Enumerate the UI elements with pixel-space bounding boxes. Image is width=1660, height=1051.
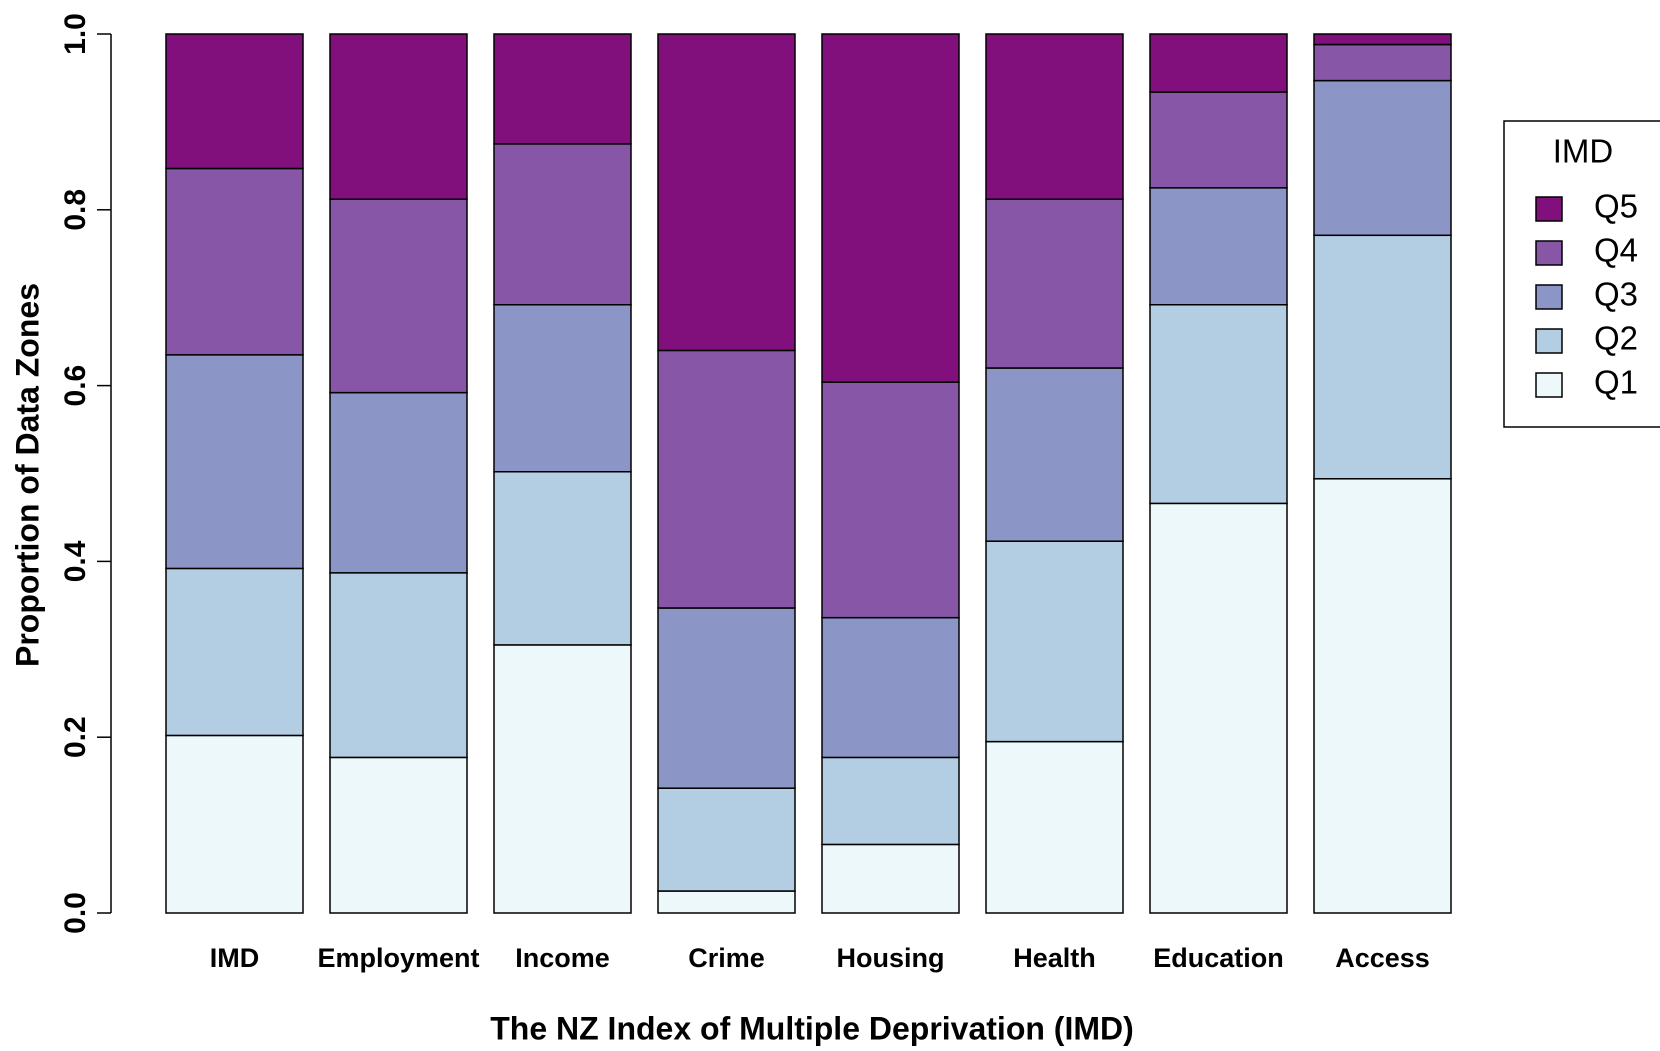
bar-segment bbox=[165, 734, 304, 914]
legend-label: Q3 bbox=[1594, 276, 1638, 313]
y-tick-label: 0.8 bbox=[59, 189, 92, 231]
bar-segment bbox=[657, 33, 796, 352]
bar-segment bbox=[329, 391, 468, 574]
x-tick-label: Health bbox=[1013, 943, 1096, 973]
legend-swatch bbox=[1535, 196, 1563, 222]
bar-segment bbox=[1149, 91, 1288, 189]
legend-box bbox=[1503, 120, 1660, 428]
y-tick-label: 0.4 bbox=[59, 540, 92, 582]
x-tick-label: IMD bbox=[210, 943, 260, 973]
bar-segment bbox=[1313, 79, 1452, 237]
y-tick-label: 0.2 bbox=[59, 716, 92, 758]
legend-label: Q4 bbox=[1594, 232, 1638, 269]
y-tick-label: 0.6 bbox=[59, 365, 92, 407]
legend-swatch bbox=[1535, 328, 1563, 354]
bar-segment bbox=[493, 470, 632, 646]
legend-label: Q1 bbox=[1594, 364, 1638, 401]
legend-label: Q2 bbox=[1594, 320, 1638, 357]
bar-segment bbox=[1149, 502, 1288, 914]
legend-title: IMD bbox=[1553, 133, 1614, 170]
x-tick-label: Employment bbox=[317, 943, 479, 973]
bar-segment bbox=[1149, 187, 1288, 306]
bar-segment bbox=[493, 644, 632, 914]
legend-swatch bbox=[1535, 284, 1563, 310]
bar-segment bbox=[985, 198, 1124, 369]
bar-segment bbox=[657, 607, 796, 789]
bar-segment bbox=[493, 33, 632, 145]
bar-segment bbox=[165, 354, 304, 570]
bar-segment bbox=[821, 843, 960, 914]
bar-segment bbox=[821, 756, 960, 846]
legend-swatch bbox=[1535, 372, 1563, 398]
bar-segment bbox=[1313, 234, 1452, 480]
legend-swatch bbox=[1535, 240, 1563, 266]
bar-segment bbox=[1313, 43, 1452, 82]
x-tick-label: Access bbox=[1335, 943, 1430, 973]
bar-segment bbox=[329, 756, 468, 914]
x-tick-label: Education bbox=[1153, 943, 1284, 973]
bar-segment bbox=[329, 198, 468, 394]
bar-segment bbox=[657, 890, 796, 914]
bar-segment bbox=[493, 143, 632, 306]
x-tick-label: Crime bbox=[688, 943, 765, 973]
bar-segment bbox=[985, 367, 1124, 542]
x-tick-label: Housing bbox=[837, 943, 945, 973]
bar-segment bbox=[1313, 478, 1452, 914]
x-tick-label: Income bbox=[515, 943, 610, 973]
bar-segment bbox=[821, 616, 960, 759]
y-tick-label: 0.0 bbox=[59, 892, 92, 934]
bar-segment bbox=[1149, 303, 1288, 505]
bar-segment bbox=[657, 349, 796, 609]
bar-segment bbox=[985, 33, 1124, 201]
x-axis-title: The NZ Index of Multiple Deprivation (IM… bbox=[490, 1010, 1134, 1046]
bar-segment bbox=[985, 540, 1124, 743]
legend-label: Q5 bbox=[1594, 188, 1638, 225]
bar-segment bbox=[165, 167, 304, 356]
bar-segment bbox=[329, 572, 468, 759]
bar-segment bbox=[821, 381, 960, 619]
bar-segment bbox=[165, 567, 304, 737]
bar-segment bbox=[657, 787, 796, 892]
y-axis-title: Proportion of Data Zones bbox=[9, 283, 45, 667]
bar-segment bbox=[821, 33, 960, 383]
y-tick-label: 1.0 bbox=[59, 13, 92, 55]
bar-segment bbox=[493, 303, 632, 473]
bar-segment bbox=[1313, 33, 1452, 46]
bar-segment bbox=[165, 33, 304, 170]
bar-segment bbox=[329, 33, 468, 201]
bar-segment bbox=[985, 740, 1124, 914]
bar-segment bbox=[1149, 33, 1288, 93]
